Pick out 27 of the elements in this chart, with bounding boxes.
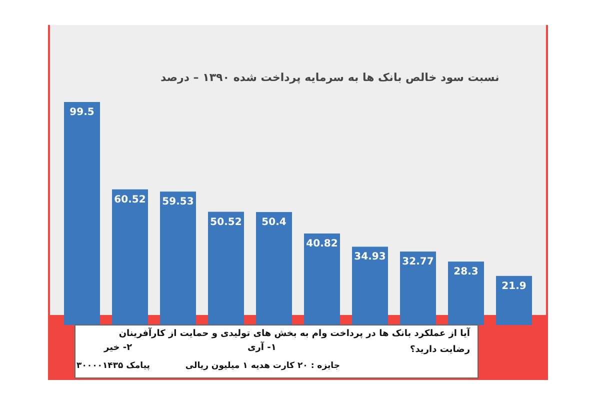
bar bbox=[160, 192, 196, 325]
bar bbox=[352, 246, 388, 325]
bar bbox=[400, 252, 436, 325]
data-label: 21.9 bbox=[502, 280, 526, 292]
text: پیامک ۳۰۰۰۰۱۴۳۵ bbox=[76, 361, 150, 371]
data-label: 50.4 bbox=[262, 217, 286, 228]
data-label: 32.77 bbox=[402, 256, 434, 268]
data-label: 34.93 bbox=[354, 252, 386, 263]
data-label: 60.52 bbox=[114, 194, 146, 206]
text: ۲- خیر bbox=[104, 343, 132, 353]
chart-title: نسبت سود خالص بانک ها به سرمایه پرداخت شده ۱۳۹۰ – درصد bbox=[160, 71, 500, 84]
bar bbox=[256, 212, 292, 325]
bar bbox=[304, 234, 340, 325]
text: رضایت دارید؟ bbox=[410, 345, 470, 355]
text: آیا از عملکرد بانک ها در پرداخت وام به بخش های تولیدی و حمایت از کارآفرینان bbox=[118, 329, 470, 339]
data-label: 40.82 bbox=[306, 238, 338, 250]
bar bbox=[64, 102, 100, 325]
bar bbox=[496, 276, 532, 325]
data-label: 28.3 bbox=[454, 266, 478, 278]
bar bbox=[208, 212, 244, 325]
bar bbox=[448, 262, 484, 325]
data-label: 50.52 bbox=[210, 216, 242, 228]
data-label: 59.53 bbox=[162, 196, 194, 208]
text: ۱- آری bbox=[248, 343, 276, 353]
bar bbox=[112, 189, 148, 325]
data-label: 99.5 bbox=[70, 107, 94, 118]
text: جایزه : ۲۰ کارت هدیه ۱ میلیون ریالی bbox=[185, 361, 340, 371]
